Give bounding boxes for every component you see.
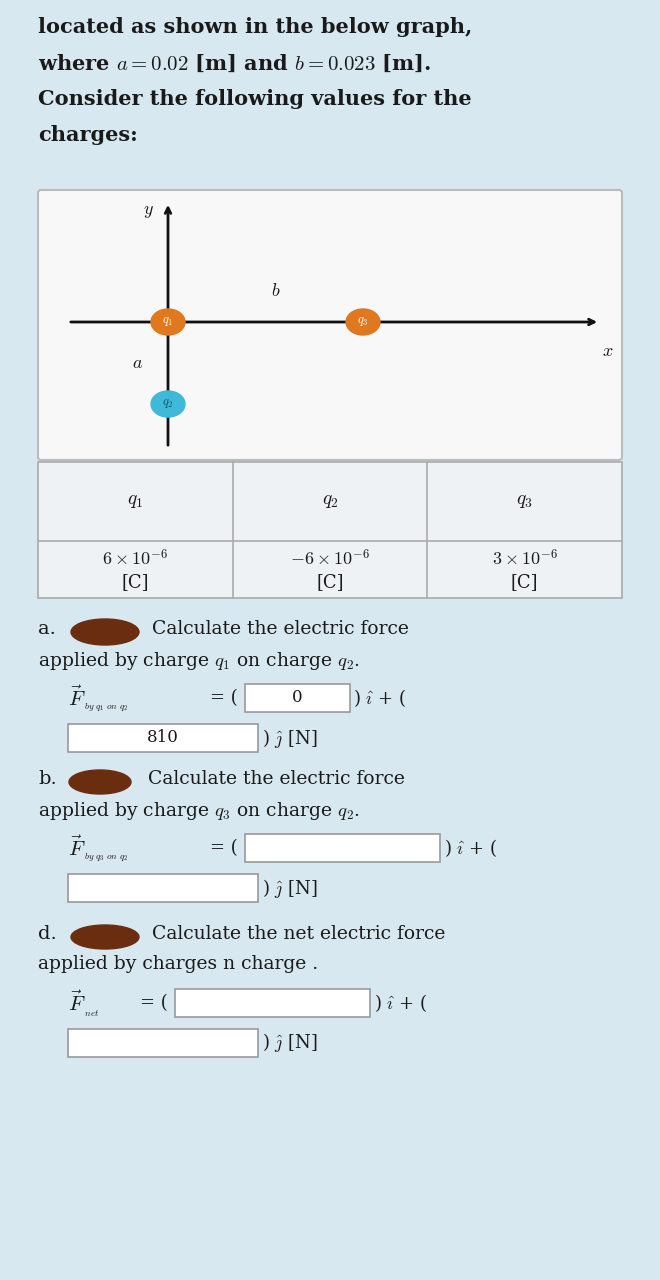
Text: $\vec{F}$: $\vec{F}$ <box>68 686 86 710</box>
Text: ) $\hat{\imath}$ + (: ) $\hat{\imath}$ + ( <box>353 687 406 709</box>
Bar <box>245 684 350 712</box>
Text: = (: = ( <box>210 838 238 858</box>
Text: $3 \times 10^{-6}$: $3 \times 10^{-6}$ <box>492 549 558 570</box>
Text: $_{by\ q_1\ on\ q_2}$: $_{by\ q_1\ on\ q_2}$ <box>84 701 128 714</box>
Bar <box>68 1029 258 1057</box>
Bar <box>68 874 258 902</box>
Text: $q_1$: $q_1$ <box>162 315 174 329</box>
Text: applied by charge $q_1$ on charge $q_2$.: applied by charge $q_1$ on charge $q_2$. <box>38 650 360 672</box>
Ellipse shape <box>71 925 139 948</box>
Text: ) $\hat{\imath}$ + (: ) $\hat{\imath}$ + ( <box>374 992 427 1014</box>
Text: Calculate the electric force: Calculate the electric force <box>152 620 409 637</box>
Ellipse shape <box>151 308 185 335</box>
Text: [C]: [C] <box>316 573 344 591</box>
Text: $_{net}$: $_{net}$ <box>84 1006 100 1019</box>
Text: [C]: [C] <box>511 573 539 591</box>
FancyBboxPatch shape <box>38 189 622 460</box>
Text: applied by charge $q_3$ on charge $q_2$.: applied by charge $q_3$ on charge $q_2$. <box>38 800 360 822</box>
Bar <box>68 724 258 751</box>
Text: $\vec{F}$: $\vec{F}$ <box>68 991 86 1015</box>
Text: $y$: $y$ <box>143 202 154 220</box>
Text: = (: = ( <box>210 689 238 707</box>
Text: $6 \times 10^{-6}$: $6 \times 10^{-6}$ <box>102 549 168 570</box>
Text: ) $\hat{\jmath}$ [N]: ) $\hat{\jmath}$ [N] <box>262 877 317 900</box>
Text: Calculate the net electric force: Calculate the net electric force <box>152 925 446 943</box>
Text: $x$: $x$ <box>602 342 614 360</box>
Ellipse shape <box>151 390 185 417</box>
Text: $b$: $b$ <box>271 282 280 300</box>
Text: $q_1$: $q_1$ <box>127 493 144 511</box>
Text: ) $\hat{\jmath}$ [N]: ) $\hat{\jmath}$ [N] <box>262 727 317 750</box>
Text: $\vec{F}$: $\vec{F}$ <box>68 836 86 860</box>
Text: a.: a. <box>38 620 56 637</box>
Text: b.: b. <box>38 771 57 788</box>
Text: where $a = 0.02$ [m] and $b = 0.023$ [m].: where $a = 0.02$ [m] and $b = 0.023$ [m]… <box>38 52 431 74</box>
Text: Calculate the electric force: Calculate the electric force <box>148 771 405 788</box>
Text: d.: d. <box>38 925 57 943</box>
Ellipse shape <box>346 308 380 335</box>
Text: $a$: $a$ <box>132 355 143 372</box>
Text: Consider the following values for the: Consider the following values for the <box>38 90 472 109</box>
Text: 0: 0 <box>292 690 303 707</box>
Text: [C]: [C] <box>121 573 149 591</box>
Text: charges:: charges: <box>38 125 138 145</box>
Text: 810: 810 <box>147 730 179 746</box>
Bar <box>38 462 622 598</box>
Bar <box>245 835 440 861</box>
Text: $-6 \times 10^{-6}$: $-6 \times 10^{-6}$ <box>290 549 370 570</box>
Text: applied by charges n charge .: applied by charges n charge . <box>38 955 318 973</box>
Text: $q_3$: $q_3$ <box>516 493 533 511</box>
Ellipse shape <box>69 771 131 794</box>
Text: ) $\hat{\imath}$ + (: ) $\hat{\imath}$ + ( <box>444 837 497 859</box>
Bar <box>175 989 370 1018</box>
Text: $_{by\ q_3\ on\ q_2}$: $_{by\ q_3\ on\ q_2}$ <box>84 851 128 864</box>
Text: ) $\hat{\jmath}$ [N]: ) $\hat{\jmath}$ [N] <box>262 1032 317 1055</box>
Text: located as shown in the below graph,: located as shown in the below graph, <box>38 17 473 37</box>
Text: $q_3$: $q_3$ <box>357 315 369 329</box>
Text: $q_2$: $q_2$ <box>162 398 174 411</box>
Text: = (: = ( <box>140 995 168 1012</box>
Ellipse shape <box>71 620 139 645</box>
Text: $q_2$: $q_2$ <box>321 493 339 511</box>
